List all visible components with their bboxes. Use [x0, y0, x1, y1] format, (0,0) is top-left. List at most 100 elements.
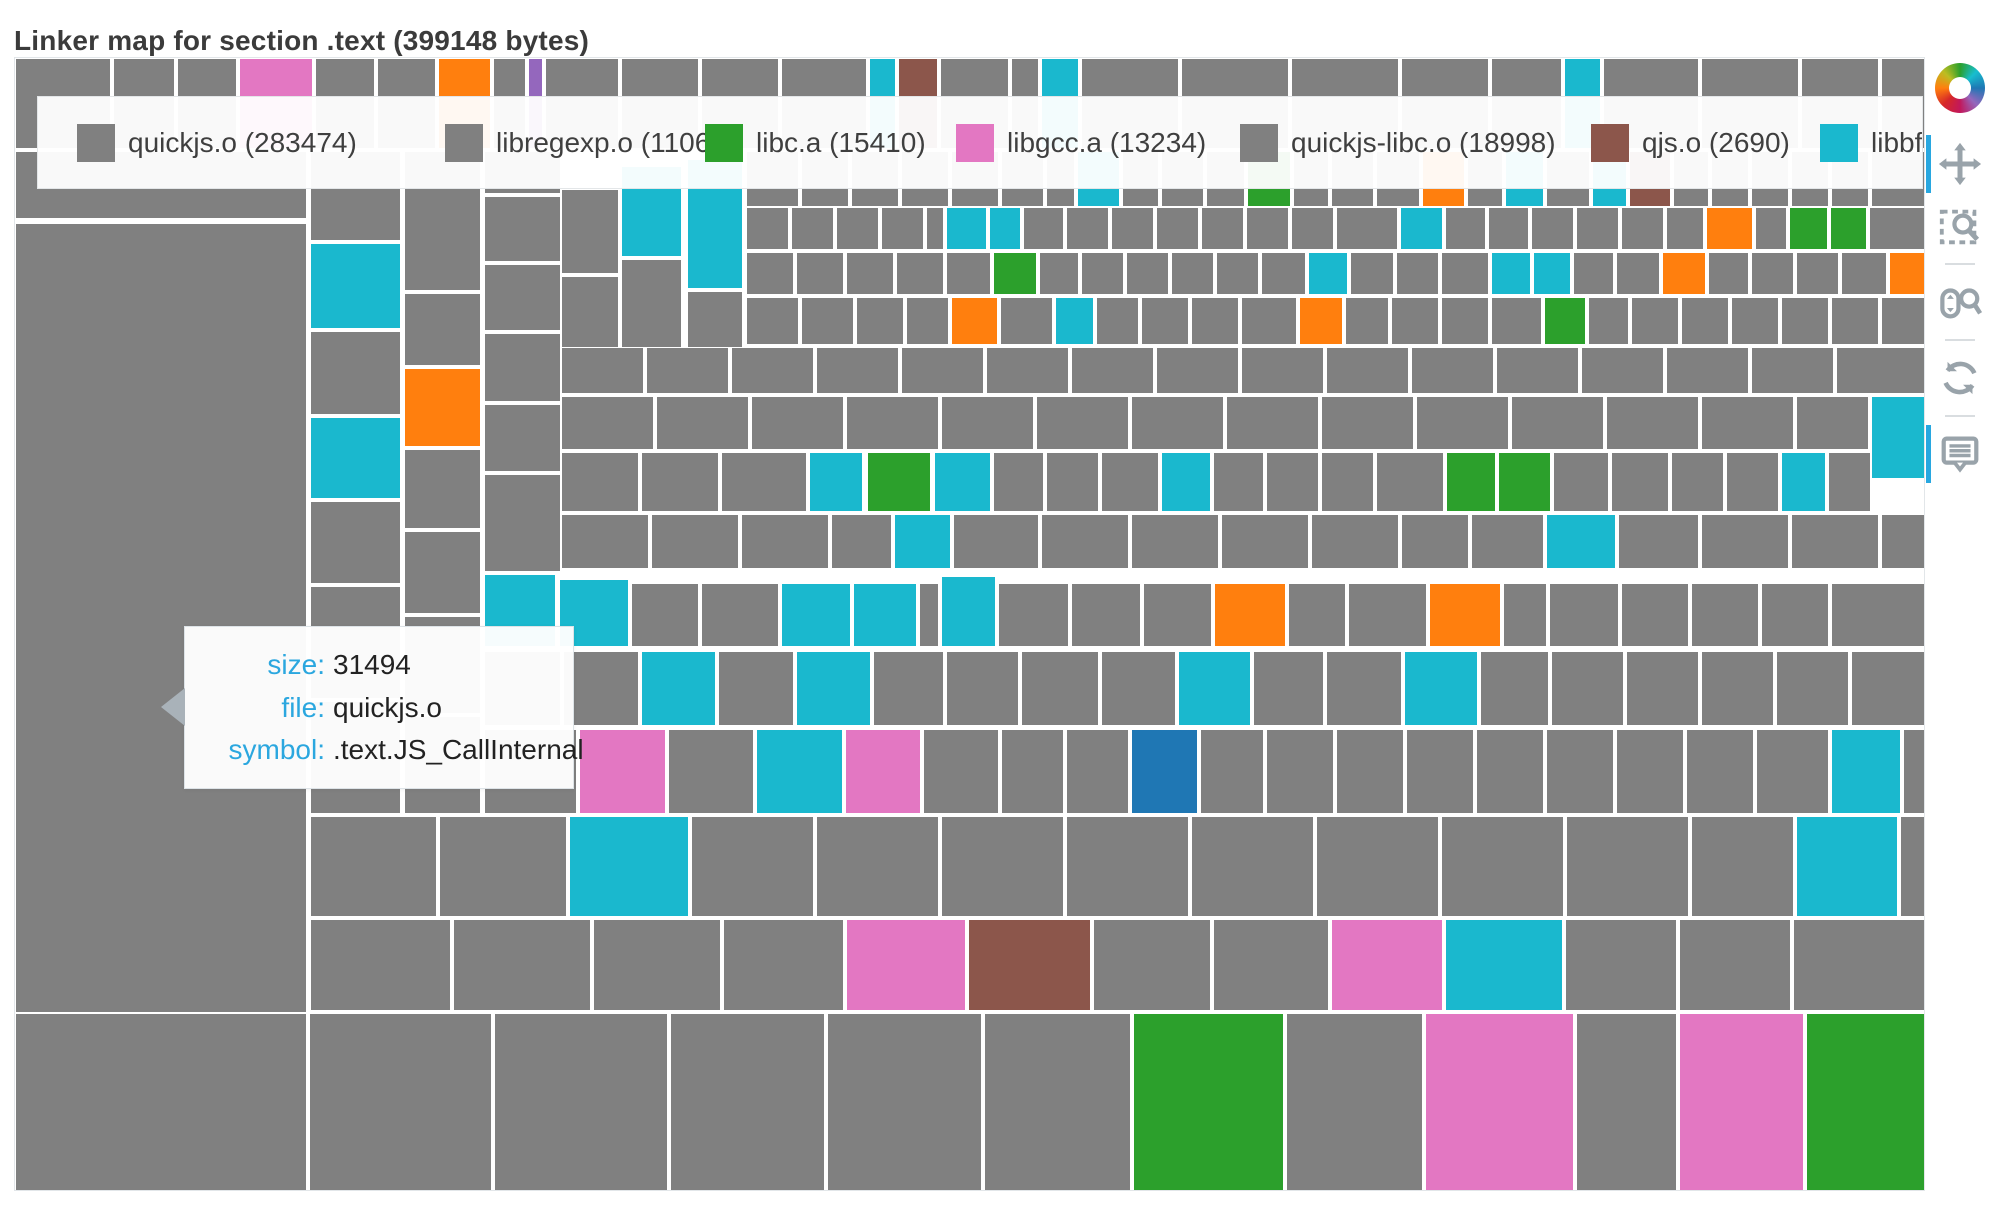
treemap-cell[interactable]	[641, 651, 716, 726]
treemap-cell[interactable]	[1071, 347, 1154, 394]
treemap-cell[interactable]	[1546, 514, 1616, 569]
treemap-cell[interactable]	[1326, 347, 1409, 394]
treemap-cell[interactable]	[1756, 729, 1829, 814]
treemap-cell[interactable]	[1573, 252, 1614, 295]
treemap-cell[interactable]	[310, 501, 401, 584]
treemap-cell[interactable]	[1441, 252, 1489, 295]
treemap-cell[interactable]	[1191, 297, 1239, 345]
treemap-cell[interactable]	[1226, 396, 1319, 450]
treemap-cell[interactable]	[1691, 583, 1759, 647]
treemap-cell[interactable]	[310, 243, 401, 329]
treemap-cell[interactable]	[687, 291, 743, 348]
treemap-cell[interactable]	[1616, 729, 1684, 814]
treemap-cell[interactable]	[856, 297, 904, 345]
treemap-cell[interactable]	[1156, 347, 1239, 394]
treemap-cell[interactable]	[1793, 919, 1924, 1011]
treemap-cell[interactable]	[1471, 514, 1544, 569]
treemap-cell[interactable]	[1576, 1013, 1677, 1190]
treemap-cell[interactable]	[1789, 207, 1828, 250]
treemap-cell[interactable]	[1900, 816, 1924, 917]
treemap-cell[interactable]	[1133, 1013, 1284, 1190]
treemap-cell[interactable]	[998, 583, 1069, 647]
treemap-cell[interactable]	[1761, 583, 1829, 647]
treemap-cell[interactable]	[1441, 816, 1564, 917]
treemap-cell[interactable]	[1041, 514, 1129, 569]
treemap-cell[interactable]	[946, 207, 987, 250]
treemap-cell[interactable]	[846, 919, 966, 1011]
treemap-cell[interactable]	[1806, 1013, 1924, 1190]
treemap-cell[interactable]	[1776, 651, 1849, 726]
box-zoom-tool-button[interactable]	[1926, 195, 1994, 257]
treemap-cell[interactable]	[15, 223, 307, 1013]
treemap-cell[interactable]	[1606, 396, 1699, 450]
treemap-cell[interactable]	[831, 514, 892, 569]
treemap-cell[interactable]	[1708, 252, 1749, 295]
treemap-cell[interactable]	[561, 514, 649, 569]
treemap-cell[interactable]	[593, 919, 721, 1011]
treemap-cell[interactable]	[1191, 816, 1314, 917]
treemap-cell[interactable]	[1350, 252, 1394, 295]
treemap-cell[interactable]	[1480, 651, 1549, 726]
treemap-cell[interactable]	[1131, 396, 1224, 450]
treemap-cell[interactable]	[484, 404, 561, 472]
treemap-cell[interactable]	[1253, 651, 1324, 726]
treemap-cell[interactable]	[731, 347, 814, 394]
treemap-cell[interactable]	[751, 396, 844, 450]
treemap-cell[interactable]	[746, 207, 789, 250]
treemap-cell[interactable]	[1241, 347, 1324, 394]
legend-item-libgcc.a[interactable]: libgcc.a (13234)	[956, 97, 1206, 188]
treemap-cell[interactable]	[1411, 347, 1494, 394]
treemap-cell[interactable]	[1171, 252, 1214, 295]
treemap-cell[interactable]	[1686, 729, 1754, 814]
treemap-cell[interactable]	[1551, 651, 1624, 726]
treemap-cell[interactable]	[1021, 651, 1099, 726]
bokeh-logo-icon[interactable]	[1935, 63, 1985, 113]
treemap-cell[interactable]	[1666, 207, 1704, 250]
treemap-cell[interactable]	[1441, 297, 1489, 345]
treemap-cell[interactable]	[1851, 651, 1924, 726]
treemap-cell[interactable]	[1126, 252, 1169, 295]
treemap-cell[interactable]	[1631, 297, 1679, 345]
treemap-cell[interactable]	[1679, 919, 1791, 1011]
treemap-cell[interactable]	[1618, 514, 1699, 569]
treemap-cell[interactable]	[1316, 816, 1439, 917]
treemap-cell[interactable]	[881, 207, 924, 250]
treemap-cell[interactable]	[1261, 252, 1306, 295]
treemap-cell[interactable]	[1533, 252, 1571, 295]
treemap-cell[interactable]	[1781, 297, 1829, 345]
treemap-cell[interactable]	[1488, 207, 1529, 250]
treemap-cell[interactable]	[1445, 919, 1563, 1011]
treemap-cell[interactable]	[651, 514, 739, 569]
treemap-cell[interactable]	[631, 583, 699, 647]
treemap-cell[interactable]	[404, 368, 481, 447]
treemap-cell[interactable]	[453, 919, 591, 1011]
treemap-cell[interactable]	[1241, 297, 1297, 345]
treemap-cell[interactable]	[1404, 651, 1478, 726]
treemap-cell[interactable]	[1406, 729, 1474, 814]
treemap-cell[interactable]	[1391, 297, 1439, 345]
treemap-cell[interactable]	[946, 252, 991, 295]
legend-item-libc.a[interactable]: libc.a (15410)	[705, 97, 926, 188]
treemap-cell[interactable]	[1681, 297, 1729, 345]
treemap-cell[interactable]	[816, 816, 939, 917]
treemap-cell[interactable]	[1662, 252, 1706, 295]
treemap-cell[interactable]	[1841, 252, 1887, 295]
treemap-cell[interactable]	[1621, 207, 1664, 250]
treemap-cell[interactable]	[310, 919, 451, 1011]
treemap-cell[interactable]	[1626, 651, 1699, 726]
treemap-cell[interactable]	[1039, 252, 1079, 295]
treemap-cell[interactable]	[853, 583, 917, 647]
treemap-cell[interactable]	[989, 207, 1021, 250]
treemap-cell[interactable]	[941, 816, 1064, 917]
hover-tool-button[interactable]	[1926, 423, 1994, 485]
treemap-cell[interactable]	[1046, 452, 1099, 512]
treemap-cell[interactable]	[906, 297, 949, 345]
treemap-cell[interactable]	[934, 452, 991, 512]
treemap-cell[interactable]	[1553, 452, 1609, 512]
treemap-cell[interactable]	[1055, 297, 1094, 345]
treemap-cell[interactable]	[1416, 396, 1509, 450]
treemap-cell[interactable]	[1691, 816, 1794, 917]
treemap-cell[interactable]	[1288, 583, 1346, 647]
treemap-cell[interactable]	[746, 297, 799, 345]
treemap-cell[interactable]	[1000, 297, 1053, 345]
